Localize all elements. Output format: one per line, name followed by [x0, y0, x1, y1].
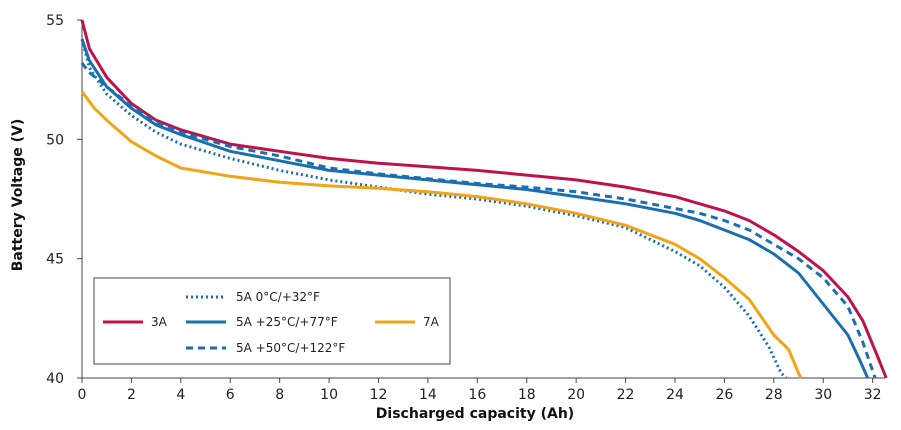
- x-tick-label: 18: [518, 387, 536, 403]
- x-tick-label: 28: [765, 387, 783, 403]
- x-tick-label: 32: [864, 387, 882, 403]
- x-tick-label: 12: [370, 387, 388, 403]
- y-tick-label: 50: [46, 132, 64, 148]
- series-line: [80, 38, 870, 379]
- legend-label: 7A: [423, 315, 440, 329]
- x-tick-label: 2: [127, 387, 136, 403]
- series-line: [80, 90, 803, 379]
- legend-items: 3A 5A 0°C/+32°F 5A +25°C/+77°F 5A +50°C/+12…: [103, 290, 440, 355]
- y-axis-title: Battery Voltage (V): [10, 119, 26, 272]
- x-tick-label: 20: [567, 387, 585, 403]
- x-axis-title: Discharged capacity (Ah): [376, 406, 574, 422]
- series-line: [80, 19, 888, 379]
- y-ticks: 40 45 50 55: [46, 13, 82, 387]
- x-tick-label: 0: [78, 387, 87, 403]
- x-tick-label: 16: [468, 387, 486, 403]
- x-tick-label: 8: [275, 387, 284, 403]
- x-tick-label: 22: [617, 387, 635, 403]
- legend: 3A 5A 0°C/+32°F 5A +25°C/+77°F 5A +50°C/+12…: [93, 277, 451, 365]
- series-line: [80, 62, 877, 379]
- x-tick-label: 24: [666, 387, 684, 403]
- legend-label: 5A +25°C/+77°F: [236, 315, 338, 329]
- x-tick-label: 30: [814, 387, 832, 403]
- x-tick-label: 14: [419, 387, 437, 403]
- y-tick-label: 45: [46, 252, 64, 268]
- y-tick-label: 55: [46, 13, 64, 29]
- series-group: [80, 19, 888, 380]
- axes: [81, 20, 885, 379]
- x-tick-label: 6: [226, 387, 235, 403]
- legend-label: 5A +50°C/+122°F: [236, 341, 345, 355]
- legend-label: 3A: [151, 315, 168, 329]
- legend-label: 5A 0°C/+32°F: [236, 290, 320, 304]
- x-ticks: 0 2 4 6 8 10 12 14 16 18 20 22 24 26 28 30 32: [78, 378, 882, 403]
- x-tick-label: 4: [176, 387, 185, 403]
- x-tick-label: 26: [715, 387, 733, 403]
- y-tick-label: 40: [46, 371, 64, 387]
- x-tick-label: 10: [320, 387, 338, 403]
